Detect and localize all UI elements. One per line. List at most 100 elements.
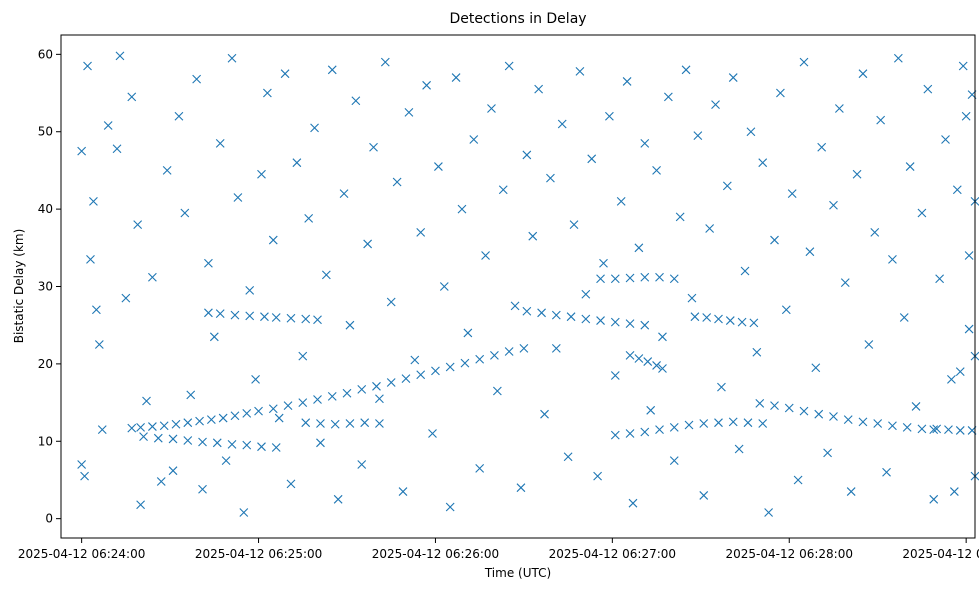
detection-point bbox=[148, 272, 157, 282]
detection-point bbox=[445, 362, 455, 372]
detection-point bbox=[593, 471, 602, 481]
detection-point bbox=[434, 162, 443, 171]
detection-point bbox=[770, 401, 779, 411]
detection-point bbox=[902, 422, 912, 432]
y-tick-label: 20 bbox=[38, 357, 53, 371]
detection-point bbox=[737, 317, 747, 327]
x-tick-label: 2025-04-12 06:24:00 bbox=[18, 547, 145, 561]
detection-point bbox=[198, 437, 207, 447]
detection-point bbox=[781, 305, 791, 315]
detection-point bbox=[899, 313, 909, 322]
plot-area bbox=[77, 51, 979, 517]
detection-point bbox=[339, 189, 349, 199]
detection-point bbox=[439, 282, 449, 291]
detection-point bbox=[540, 409, 549, 419]
detection-point bbox=[575, 66, 585, 76]
detection-point bbox=[310, 123, 319, 133]
detection-point bbox=[460, 358, 470, 368]
detection-point bbox=[793, 475, 803, 485]
detection-point bbox=[481, 251, 490, 260]
detection-point bbox=[628, 498, 638, 508]
detection-point bbox=[702, 313, 712, 322]
detection-point bbox=[640, 272, 650, 282]
detection-point bbox=[298, 398, 308, 407]
detection-point bbox=[846, 487, 856, 496]
detection-point bbox=[952, 185, 962, 195]
detection-point bbox=[375, 419, 384, 428]
detection-point bbox=[233, 193, 243, 202]
detection-point bbox=[313, 395, 322, 404]
detection-point bbox=[722, 181, 732, 191]
detection-point bbox=[86, 255, 95, 264]
detection-point bbox=[271, 313, 281, 322]
detection-point bbox=[416, 370, 426, 380]
detection-point bbox=[684, 420, 694, 430]
detection-point bbox=[260, 312, 269, 322]
detection-point bbox=[386, 297, 396, 307]
detection-point bbox=[133, 220, 143, 229]
x-tick-label: 2025-04-12 06:27:00 bbox=[549, 547, 676, 561]
detection-point bbox=[171, 419, 181, 429]
detection-point bbox=[431, 366, 440, 376]
detection-point bbox=[893, 53, 903, 63]
detection-point bbox=[622, 77, 632, 86]
detection-point bbox=[274, 413, 284, 423]
detection-point bbox=[655, 272, 664, 282]
detection-point bbox=[357, 460, 367, 469]
detection-point bbox=[646, 405, 656, 415]
detection-point bbox=[121, 293, 131, 303]
detection-point bbox=[557, 119, 567, 129]
detection-point bbox=[758, 158, 768, 168]
detection-point bbox=[551, 344, 561, 353]
detection-point bbox=[944, 425, 953, 435]
detection-point bbox=[342, 388, 352, 398]
detection-point bbox=[955, 426, 965, 435]
detection-point bbox=[743, 418, 753, 428]
detection-point bbox=[955, 367, 965, 377]
detection-point bbox=[422, 80, 431, 90]
detection-point bbox=[705, 224, 715, 233]
detection-point bbox=[227, 53, 237, 63]
detection-point bbox=[380, 57, 390, 67]
detection-point bbox=[369, 142, 378, 152]
detection-point bbox=[127, 423, 137, 433]
detection-point bbox=[487, 104, 496, 113]
detection-point bbox=[504, 347, 514, 356]
detection-point bbox=[652, 166, 661, 175]
y-axis: 0 10 20 30 40 50 60 bbox=[38, 47, 61, 526]
detection-point bbox=[905, 162, 915, 171]
detection-point bbox=[298, 351, 308, 361]
detection-point bbox=[372, 381, 381, 391]
detection-point bbox=[669, 422, 679, 432]
detection-point bbox=[148, 422, 157, 431]
detection-point bbox=[445, 502, 455, 512]
detection-point bbox=[961, 111, 971, 121]
detection-point bbox=[268, 404, 278, 414]
detection-point bbox=[610, 317, 620, 327]
detection-point bbox=[882, 467, 891, 477]
detection-point bbox=[112, 144, 122, 154]
detection-point bbox=[77, 146, 87, 156]
detection-point bbox=[870, 227, 880, 237]
detection-point bbox=[333, 494, 343, 504]
detection-point bbox=[711, 100, 720, 110]
detection-point bbox=[321, 270, 331, 280]
detection-point bbox=[625, 319, 635, 329]
detection-point bbox=[787, 189, 797, 199]
detection-point bbox=[581, 314, 591, 324]
detection-point bbox=[625, 350, 635, 360]
detection-point bbox=[103, 121, 113, 130]
detection-point bbox=[410, 355, 420, 365]
detection-point bbox=[587, 154, 597, 164]
detection-point bbox=[239, 508, 249, 517]
detection-point bbox=[687, 293, 697, 303]
detection-point bbox=[734, 444, 744, 454]
detection-point bbox=[876, 115, 886, 125]
detection-point bbox=[643, 357, 653, 366]
detection-point bbox=[212, 438, 222, 448]
detection-point bbox=[817, 142, 827, 152]
detection-point bbox=[227, 439, 237, 449]
detection-point bbox=[714, 418, 723, 428]
detection-point bbox=[215, 138, 225, 148]
detection-point bbox=[215, 309, 225, 318]
